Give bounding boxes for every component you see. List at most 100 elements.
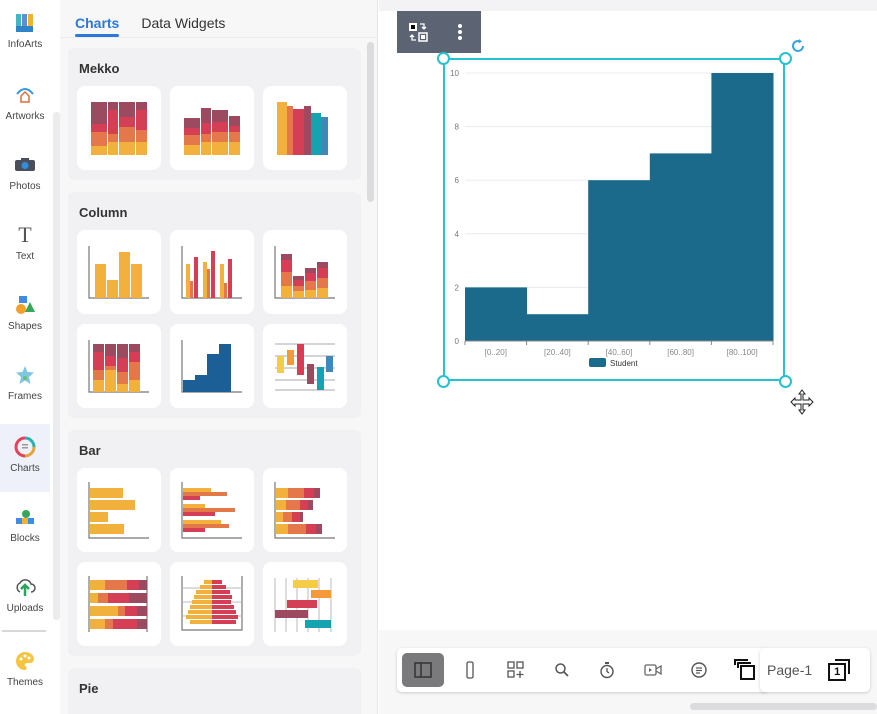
chart-thumb-column-grouped[interactable] bbox=[170, 230, 254, 314]
stopwatch-icon bbox=[600, 662, 615, 679]
page-label: Page-1 bbox=[767, 662, 813, 678]
chart-thumb-column-100-stacked[interactable] bbox=[77, 324, 161, 408]
column-100-stacked-icon bbox=[88, 340, 149, 393]
column-stacked-icon bbox=[274, 246, 335, 299]
charts-icon bbox=[13, 436, 37, 458]
column-histogram-icon bbox=[181, 340, 242, 393]
svg-text:[80..100]: [80..100] bbox=[727, 348, 758, 357]
comment-button[interactable] bbox=[677, 653, 722, 687]
element-toolbar bbox=[397, 11, 481, 53]
nav-item-charts[interactable]: Charts bbox=[0, 424, 50, 492]
more-vertical-icon bbox=[458, 24, 462, 40]
nav-item-text[interactable]: T Text bbox=[0, 212, 50, 280]
chart-thumb-bar-stacked[interactable] bbox=[263, 468, 347, 552]
svg-text:10: 10 bbox=[450, 69, 459, 78]
chart-thumb-bar-population-pyramid[interactable] bbox=[170, 562, 254, 646]
chart-thumb-column-range[interactable] bbox=[263, 324, 347, 408]
nav-item-shapes[interactable]: Shapes bbox=[0, 282, 50, 350]
comment-icon bbox=[691, 662, 707, 678]
histogram-chart[interactable]: 0 2 4 6 8 10 [0..20] [20..40] [40..60] [60..80] [8… bbox=[445, 60, 783, 379]
rotate-handle[interactable] bbox=[790, 38, 806, 59]
resize-handle-bottom-right[interactable] bbox=[779, 375, 792, 388]
nav-divider bbox=[2, 630, 46, 632]
nav-label: Charts bbox=[10, 463, 40, 474]
chart-thumb-mekko-bar[interactable] bbox=[263, 86, 347, 170]
mekko-chart-icon bbox=[91, 102, 147, 155]
panel-scrollbar[interactable] bbox=[367, 42, 374, 202]
section-pie: Pie bbox=[68, 668, 361, 714]
nav-label: InfoArts bbox=[7, 39, 43, 50]
panel-tabs: Charts Data Widgets bbox=[60, 0, 377, 38]
layers-icon bbox=[733, 659, 755, 680]
tab-data-widgets[interactable]: Data Widgets bbox=[141, 15, 226, 31]
chart-thumb-column-stacked[interactable] bbox=[263, 230, 347, 314]
search-icon bbox=[554, 663, 569, 677]
panel-toggle-button[interactable] bbox=[402, 653, 444, 687]
bar-simple-icon bbox=[88, 482, 149, 539]
nav-scrollbar[interactable] bbox=[53, 112, 60, 620]
chart-thumb-bar-gantt[interactable] bbox=[263, 562, 347, 646]
search-button[interactable] bbox=[539, 653, 584, 687]
nav-item-frames[interactable]: Frames bbox=[0, 352, 50, 420]
shapes-icon bbox=[13, 294, 37, 316]
nav-item-themes[interactable]: Themes bbox=[0, 638, 50, 706]
swap-chart-button[interactable] bbox=[397, 11, 439, 53]
nav-label: Frames bbox=[8, 391, 42, 402]
chart-thumb-mekko-stacked[interactable] bbox=[170, 86, 254, 170]
artworks-icon bbox=[13, 84, 37, 106]
mobile-view-button[interactable] bbox=[448, 653, 493, 687]
cloud-upload-icon bbox=[13, 576, 37, 598]
layers-button[interactable] bbox=[722, 653, 767, 687]
column-grouped-icon bbox=[181, 246, 242, 299]
video-button[interactable] bbox=[631, 653, 676, 687]
add-widget-button[interactable] bbox=[494, 653, 539, 687]
bar-stacked-icon bbox=[274, 482, 335, 539]
video-icon bbox=[644, 664, 662, 676]
page-indicator[interactable]: Page-1 1 bbox=[760, 648, 870, 692]
nav-item-infoarts[interactable]: InfoArts bbox=[0, 0, 50, 68]
panel-layout-icon bbox=[414, 662, 432, 678]
pages-icon[interactable]: 1 bbox=[826, 657, 852, 683]
nav-item-photos[interactable]: Photos bbox=[0, 142, 50, 210]
bar-100-stacked-icon bbox=[88, 576, 148, 632]
population-pyramid-icon bbox=[181, 576, 243, 631]
svg-text:[60..80]: [60..80] bbox=[667, 348, 694, 357]
nav-item-blocks[interactable]: Blocks bbox=[0, 494, 50, 562]
resize-handle-top-right[interactable] bbox=[779, 52, 792, 65]
blocks-icon bbox=[13, 506, 37, 528]
chart-thumb-column-simple[interactable] bbox=[77, 230, 161, 314]
chart-thumb-bar-100-stacked[interactable] bbox=[77, 562, 161, 646]
svg-text:[0..20]: [0..20] bbox=[485, 348, 507, 357]
section-title: Mekko bbox=[79, 61, 120, 76]
bar-grouped-icon bbox=[181, 482, 242, 539]
nav-item-artworks[interactable]: Artworks bbox=[0, 72, 50, 140]
add-widget-icon bbox=[507, 661, 524, 678]
page-number: 1 bbox=[834, 666, 841, 678]
move-cursor bbox=[789, 388, 815, 421]
svg-text:6: 6 bbox=[455, 176, 460, 185]
resize-handle-bottom-left[interactable] bbox=[437, 375, 450, 388]
gantt-icon bbox=[274, 578, 332, 632]
chart-thumb-bar-simple[interactable] bbox=[77, 468, 161, 552]
text-icon: T bbox=[18, 222, 32, 247]
resize-handle-top-left[interactable] bbox=[437, 52, 450, 65]
column-range-icon bbox=[275, 343, 335, 391]
nav-rail: InfoArts Artworks Photos T Text Shapes bbox=[0, 0, 50, 714]
chart-plot: 0 2 4 6 8 10 [0..20] [20..40] [40..60] [60..80] [8… bbox=[450, 69, 774, 368]
chart-thumb-bar-grouped[interactable] bbox=[170, 468, 254, 552]
more-options-button[interactable] bbox=[439, 11, 481, 53]
timer-button[interactable] bbox=[585, 653, 630, 687]
svg-text:8: 8 bbox=[455, 123, 460, 132]
chart-thumb-column-histogram[interactable] bbox=[170, 324, 254, 408]
tab-charts[interactable]: Charts bbox=[75, 15, 120, 37]
section-mekko: Mekko bbox=[68, 48, 361, 180]
canvas-horizontal-scrollbar[interactable] bbox=[690, 703, 877, 710]
nav-label: Artworks bbox=[5, 111, 45, 122]
chart-thumb-mekko[interactable] bbox=[77, 86, 161, 170]
mobile-icon bbox=[466, 661, 474, 679]
svg-text:0: 0 bbox=[455, 337, 460, 346]
nav-item-uploads[interactable]: Uploads bbox=[0, 564, 50, 632]
section-title: Pie bbox=[79, 681, 99, 696]
svg-text:4: 4 bbox=[455, 230, 460, 239]
